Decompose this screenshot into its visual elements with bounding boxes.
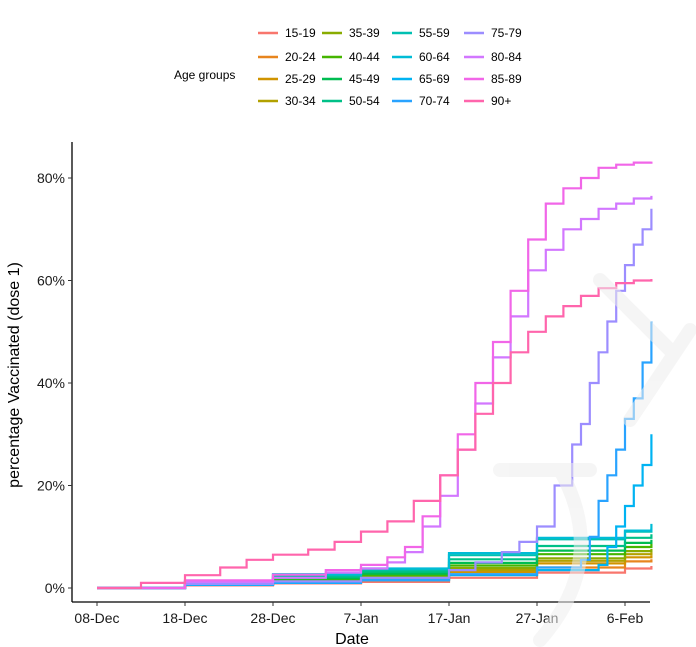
y-tick-label: 0% — [45, 580, 65, 596]
legend-label: 85-89 — [491, 72, 522, 86]
legend-label: 70-74 — [419, 94, 450, 108]
series-line-80-84 — [97, 195, 653, 590]
series-line-70-74 — [97, 321, 653, 590]
legend-label: 15-19 — [285, 26, 316, 40]
legend-label: 80-84 — [491, 50, 522, 64]
x-tick-label: 28-Dec — [250, 610, 295, 626]
legend-label: 90+ — [491, 94, 511, 108]
plot-area — [97, 161, 653, 590]
series-line-90plus — [97, 279, 653, 590]
y-tick-label: 80% — [37, 170, 65, 186]
legend-label: 20-24 — [285, 50, 316, 64]
x-tick-label: 7-Jan — [343, 610, 378, 626]
legend-title: Age groups — [174, 68, 235, 82]
x-axis: 08-Dec 18-Dec 28-Dec 7-Jan 17-Jan 27-Jan 6-Feb — [72, 601, 650, 626]
x-tick-label: 17-Jan — [428, 610, 471, 626]
x-tick-label: 27-Jan — [516, 610, 559, 626]
legend-label: 30-34 — [285, 94, 316, 108]
legend-label: 40-44 — [349, 50, 380, 64]
x-tick-label: 18-Dec — [162, 610, 207, 626]
y-tick-label: 60% — [37, 273, 65, 289]
x-tick-label: 08-Dec — [74, 610, 119, 626]
y-axis-title: percentage Vaccinated (dose 1) — [6, 262, 23, 488]
legend-label: 25-29 — [285, 72, 316, 86]
legend-label: 55-59 — [419, 26, 450, 40]
legend-label: 65-69 — [419, 72, 450, 86]
legend: Age groups 15-19 20-24 25-29 30-34 35-39 40-4… — [174, 26, 522, 108]
series-line-85-89 — [97, 161, 653, 590]
legend-label: 60-64 — [419, 50, 450, 64]
legend-label: 75-79 — [491, 26, 522, 40]
legend-label: 45-49 — [349, 72, 380, 86]
x-axis-title: Date — [335, 631, 369, 647]
x-tick-label: 6-Feb — [607, 610, 644, 626]
legend-label: 35-39 — [349, 26, 380, 40]
y-axis: 0% 20% 40% 60% 80% — [37, 142, 73, 602]
y-tick-label: 40% — [37, 375, 65, 391]
y-tick-label: 20% — [37, 478, 65, 494]
legend-label: 50-54 — [349, 94, 380, 108]
